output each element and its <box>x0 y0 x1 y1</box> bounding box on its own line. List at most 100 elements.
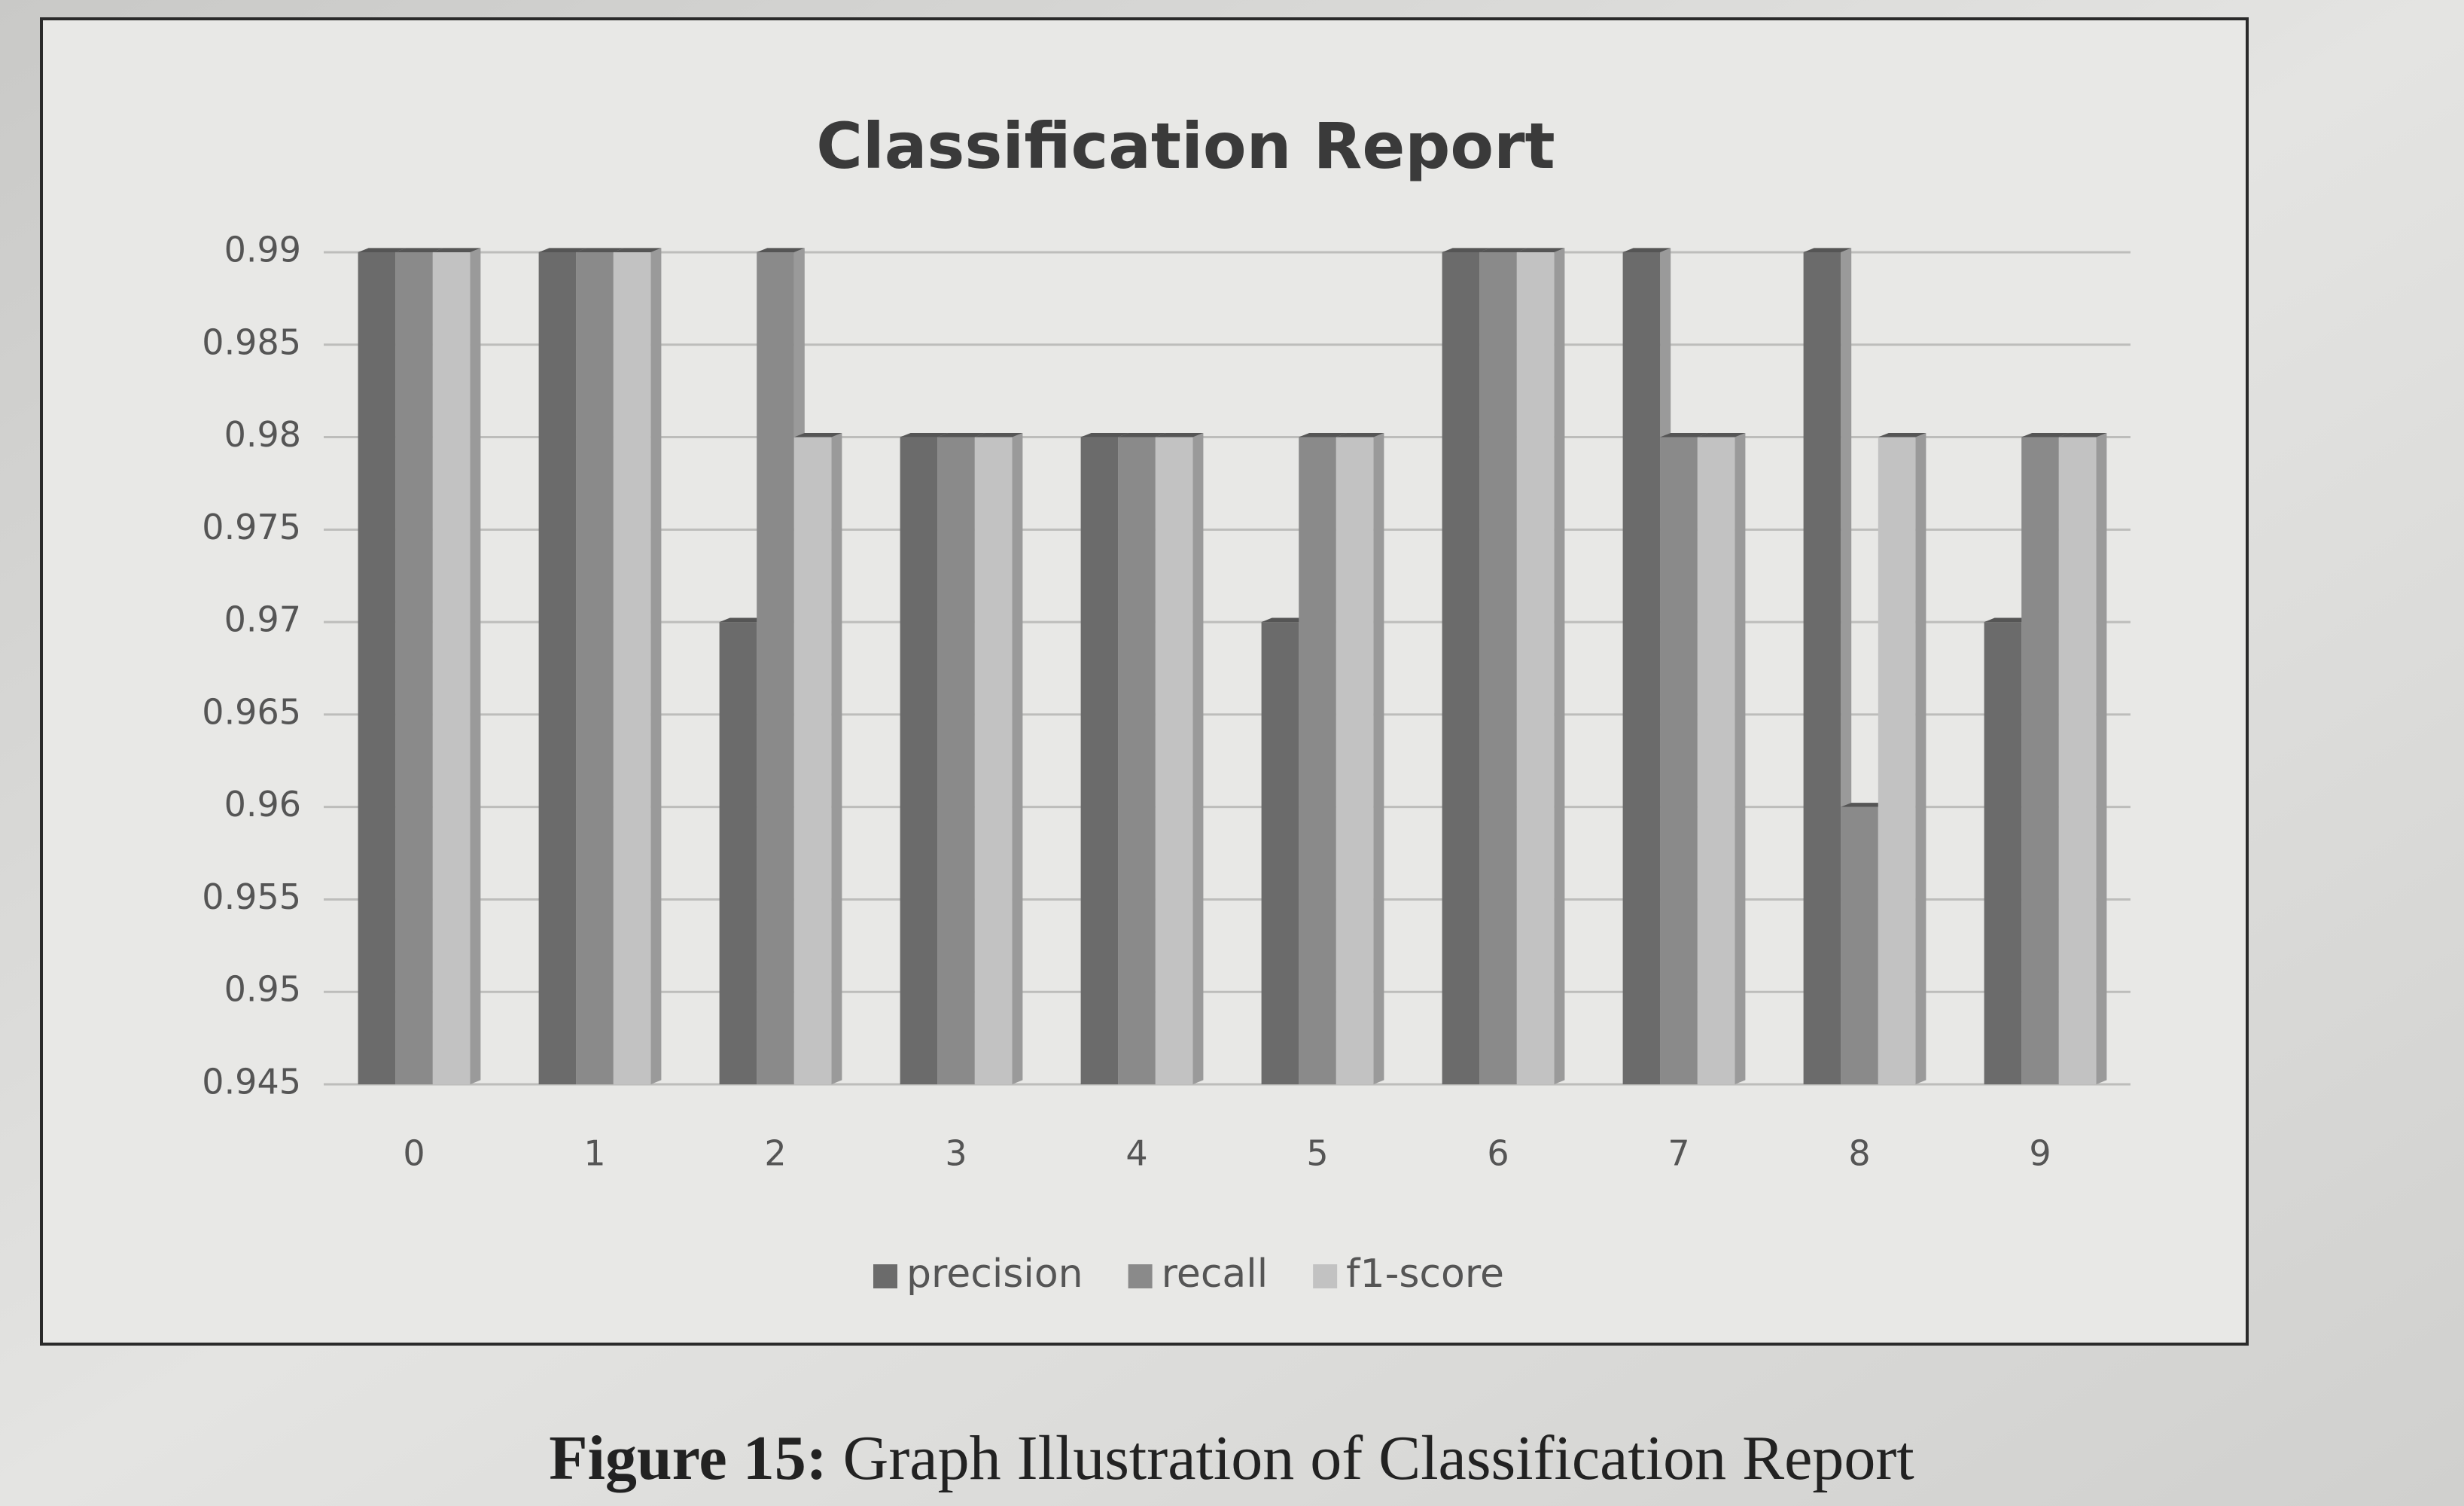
bar <box>613 252 651 1084</box>
bar-side <box>2096 432 2107 1084</box>
x-tick-label: 3 <box>945 1133 967 1174</box>
bar-side <box>831 432 842 1084</box>
x-tick-label: 2 <box>764 1133 786 1174</box>
legend-swatch <box>1313 1264 1338 1288</box>
bar <box>1984 622 2022 1084</box>
bar-top <box>1697 432 1746 437</box>
bar <box>1336 437 1374 1084</box>
bar-top <box>1155 432 1204 437</box>
bar-top <box>1622 248 1671 252</box>
y-tick-label: 0.985 <box>202 322 301 362</box>
bar-top <box>1660 432 1708 437</box>
bar-top <box>1080 432 1129 437</box>
legend-label: precision <box>906 1251 1083 1297</box>
bar-top <box>1479 248 1527 252</box>
bar-top <box>613 248 662 252</box>
bar <box>1660 437 1698 1084</box>
bar-top <box>1878 432 1926 437</box>
bar <box>1697 437 1735 1084</box>
y-tick-label: 0.96 <box>224 784 301 825</box>
y-tick-label: 0.99 <box>224 230 301 270</box>
x-tick-label: 7 <box>1668 1133 1689 1174</box>
legend-swatch <box>1128 1264 1153 1288</box>
bar-top <box>1516 248 1565 252</box>
bar-top <box>900 432 949 437</box>
bar-side <box>650 248 662 1084</box>
bar-top <box>1984 617 2033 623</box>
bar-top <box>1442 248 1491 252</box>
plot-area: 0.945 0.95 0.955 0.96 0.965 0.97 0.975 0.98 0.98… <box>202 230 2130 1297</box>
bar-top <box>937 432 985 437</box>
bar <box>1261 622 1299 1084</box>
bar-top <box>2021 432 2070 437</box>
x-tick-label: 8 <box>1848 1133 1870 1174</box>
bar <box>1155 437 1193 1084</box>
y-tick-label: 0.945 <box>202 1062 301 1102</box>
bar <box>793 437 832 1084</box>
bar <box>576 252 614 1084</box>
y-tick-label: 0.965 <box>202 691 301 732</box>
bar <box>395 252 433 1084</box>
bar-top <box>2058 432 2107 437</box>
bar-top <box>974 432 1023 437</box>
bar-side <box>1373 432 1384 1084</box>
caption-label: Figure 15: <box>549 1423 827 1493</box>
bar-top <box>576 248 624 252</box>
caption-text: Graph Illustration of Classification Rep… <box>843 1423 1914 1493</box>
legend-swatch <box>873 1264 897 1288</box>
bar-top <box>757 248 805 252</box>
y-tick-label: 0.95 <box>224 969 301 1010</box>
x-tick-label: 5 <box>1306 1133 1328 1174</box>
bar-top <box>1118 432 1166 437</box>
bar <box>900 437 938 1084</box>
bar-top <box>432 248 481 252</box>
bar <box>1080 437 1119 1084</box>
bar <box>358 252 396 1084</box>
bar-top <box>395 248 443 252</box>
bar-top <box>1261 617 1310 623</box>
legend-label: f1-score <box>1346 1251 1504 1297</box>
y-tick-label: 0.98 <box>224 414 301 455</box>
bar-side <box>1554 248 1565 1084</box>
bar <box>538 252 577 1084</box>
bar-side <box>1915 432 1926 1084</box>
bar <box>1299 437 1336 1084</box>
bar <box>2058 437 2097 1084</box>
bar <box>1516 252 1555 1084</box>
bar-top <box>1299 432 1347 437</box>
figure-caption: Figure 15: Graph Illustration of Classif… <box>549 1423 1914 1493</box>
bar <box>719 622 757 1084</box>
x-tick-label: 4 <box>1125 1133 1147 1174</box>
bar-top <box>793 432 842 437</box>
bar <box>1479 252 1517 1084</box>
bar-top <box>358 248 407 252</box>
bar <box>1442 252 1480 1084</box>
bar-top <box>1841 803 1889 807</box>
bar <box>1622 252 1661 1084</box>
chart-title: Classification Report <box>816 109 1555 183</box>
bar <box>937 437 975 1084</box>
bar-side <box>1012 432 1023 1084</box>
y-tick-label: 0.955 <box>202 876 301 917</box>
y-tick-label: 0.975 <box>202 507 301 547</box>
x-tick-label: 1 <box>583 1133 605 1174</box>
bar-top <box>538 248 587 252</box>
bar <box>1878 437 1916 1084</box>
bar <box>2021 437 2059 1084</box>
bar <box>1841 806 1878 1084</box>
bar <box>757 252 794 1084</box>
legend-label: recall <box>1162 1251 1269 1297</box>
bar <box>1803 252 1841 1084</box>
x-tick-label: 6 <box>1487 1133 1509 1174</box>
bar-side <box>1735 432 1746 1084</box>
bar <box>974 437 1013 1084</box>
bar-side <box>470 248 481 1084</box>
bar-top <box>719 617 768 623</box>
y-tick-label: 0.97 <box>224 599 301 640</box>
bar-top <box>1336 432 1384 437</box>
x-tick-label: 0 <box>403 1133 425 1174</box>
bar <box>432 252 471 1084</box>
bar-side <box>1192 432 1204 1084</box>
x-tick-label: 9 <box>2029 1133 2051 1174</box>
